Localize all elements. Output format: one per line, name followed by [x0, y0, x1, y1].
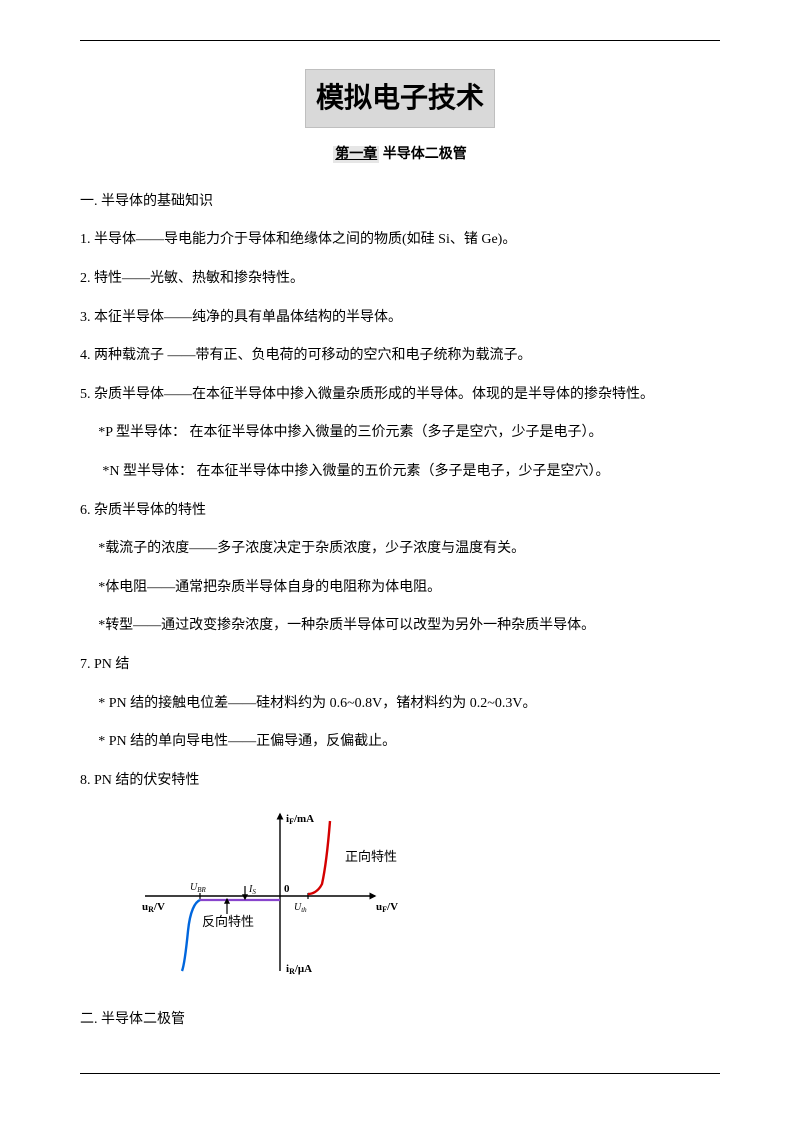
line-6: 6. 杂质半导体的特性: [80, 498, 720, 525]
line-5: 5. 杂质半导体——在本征半导体中掺入微量杂质形成的半导体。体现的是半导体的掺杂…: [80, 382, 720, 409]
line-6a: *载流子的浓度——多子浓度决定于杂质浓度，少子浓度与温度有关。: [80, 536, 720, 563]
svg-text:IS: IS: [248, 884, 256, 896]
line-2: 2. 特性——光敏、热敏和掺杂特性。: [80, 266, 720, 293]
svg-text:Uth: Uth: [294, 902, 307, 914]
iv-characteristic-diagram: iF/mA uF/V uR/V iR/μA 0 Uth UBR IS 正向特性反向特性: [140, 806, 720, 987]
line-4: 4. 两种载流子 ——带有正、负电荷的可移动的空穴和电子统称为载流子。: [80, 343, 720, 370]
line-6c: *转型——通过改变掺杂浓度，一种杂质半导体可以改型为另外一种杂质半导体。: [80, 613, 720, 640]
line-7a: * PN 结的接触电位差——硅材料约为 0.6~0.8V，锗材料约为 0.2~0…: [80, 691, 720, 718]
section-2-heading: 二. 半导体二极管: [80, 1007, 720, 1034]
line-7b: * PN 结的单向导电性——正偏导通，反偏截止。: [80, 729, 720, 756]
chapter-title: 第一章 半导体二极管: [333, 142, 467, 169]
line-5b: *N 型半导体： 在本征半导体中掺入微量的五价元素（多子是电子，少子是空穴）。: [80, 459, 720, 486]
svg-text:正向特性: 正向特性: [345, 849, 397, 864]
svg-text:uR/V: uR/V: [142, 901, 165, 914]
iv-svg: iF/mA uF/V uR/V iR/μA 0 Uth UBR IS 正向特性反向特性: [140, 806, 420, 976]
line-5a: *P 型半导体： 在本征半导体中掺入微量的三价元素（多子是空穴，少子是电子）。: [80, 420, 720, 447]
svg-text:反向特性: 反向特性: [202, 914, 254, 929]
svg-text:iR/μA: iR/μA: [286, 963, 312, 976]
chapter-name: 半导体二极管: [379, 147, 467, 162]
svg-text:0: 0: [284, 883, 290, 895]
line-8: 8. PN 结的伏安特性: [80, 768, 720, 795]
svg-text:iF/mA: iF/mA: [286, 813, 314, 826]
bottom-horizontal-rule: [80, 1073, 720, 1074]
line-6b: *体电阻——通常把杂质半导体自身的电阻称为体电阻。: [80, 575, 720, 602]
section-1-heading: 一. 半导体的基础知识: [80, 189, 720, 216]
svg-text:UBR: UBR: [190, 882, 207, 894]
line-3: 3. 本征半导体——纯净的具有单晶体结构的半导体。: [80, 305, 720, 332]
line-1: 1. 半导体——导电能力介于导体和绝缘体之间的物质(如硅 Si、锗 Ge)。: [80, 227, 720, 254]
page-title: 模拟电子技术: [305, 69, 495, 128]
svg-text:uF/V: uF/V: [376, 901, 398, 914]
line-7: 7. PN 结: [80, 652, 720, 679]
top-horizontal-rule: [80, 40, 720, 41]
chapter-number: 第一章: [333, 146, 379, 163]
